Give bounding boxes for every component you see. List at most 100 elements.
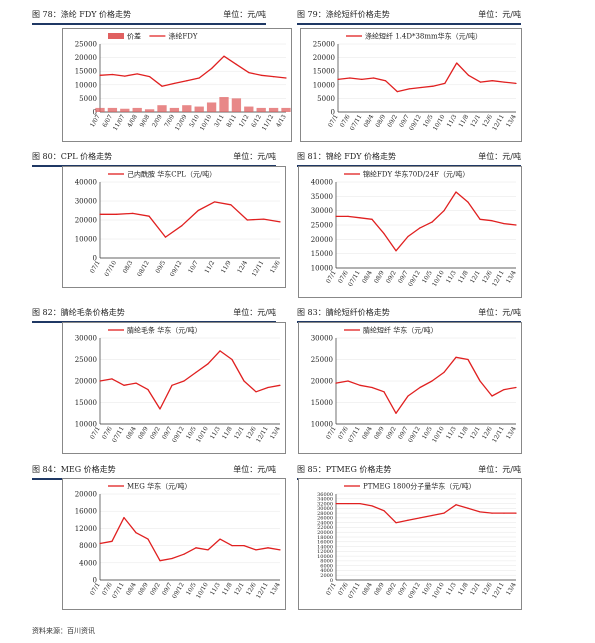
figure-caption-78: 图 78：涤纶 FDY 价格走势 单位：元/吨 [32, 8, 266, 25]
data-point [273, 76, 275, 78]
data-point [443, 371, 445, 373]
data-point [491, 512, 493, 514]
y-tick-label: 20000 [75, 54, 97, 62]
data-point [431, 380, 433, 382]
data-point [111, 540, 113, 542]
data-point [164, 236, 167, 238]
bar-mark [281, 107, 291, 112]
y-tick-label: 40000 [75, 178, 97, 186]
y-tick-label: 20000 [75, 490, 97, 498]
unit-label: 单位：元/吨 [223, 10, 266, 19]
data-point [195, 371, 197, 373]
data-point [371, 218, 373, 220]
unit-label: 单位：元/吨 [233, 308, 276, 317]
y-tick-label: 10000 [75, 420, 97, 428]
series-line [100, 201, 281, 238]
data-point [335, 382, 337, 384]
legend-label: PTMEG 1800分子量华东（元/吨） [363, 482, 476, 491]
figure-caption-81: 图 81：锦纶 FDY 价格走势 单位：元/吨 [297, 150, 521, 167]
y-tick-label: 35000 [311, 193, 333, 201]
y-tick-label: 34000 [317, 497, 333, 503]
data-point [235, 63, 237, 65]
data-point [219, 538, 221, 540]
data-point [337, 78, 339, 80]
caption-rule [297, 321, 521, 323]
data-point [335, 502, 337, 505]
unit-label: 单位：元/吨 [233, 465, 276, 474]
data-point [419, 227, 421, 229]
legend-label: 涤纶短纤 1.4D*38mm华东（元/吨） [365, 32, 482, 41]
figure-title: 图 83：腈纶短纤价格走势 [297, 308, 390, 317]
y-tick-label: 5000 [79, 95, 97, 103]
data-point [395, 522, 397, 524]
data-point [395, 250, 397, 252]
y-tick-label: 14000 [317, 544, 333, 550]
data-point [407, 395, 409, 397]
series-line [336, 502, 516, 524]
chart-panel-acrylic-staple: 30000 25000 20000 15000 10000 07/1 07/6 07/11 08… [298, 322, 522, 454]
data-point [515, 82, 517, 85]
legend-label: MEG 华东（元/吨） [127, 482, 191, 491]
y-tick-label: 16000 [317, 540, 333, 546]
y-tick-label: 15000 [311, 250, 333, 258]
data-point [243, 545, 245, 547]
data-point [467, 358, 469, 361]
caption-rule [32, 321, 276, 323]
y-tick-label: 10000 [317, 554, 333, 560]
data-point [211, 67, 213, 70]
y-tick-label: 4000 [320, 568, 333, 574]
figure-title: 图 84：MEG 价格走势 [32, 465, 116, 474]
y-tick-label: 10000 [313, 81, 335, 89]
figure-caption-79: 图 79：涤纶短纤价格走势 单位：元/吨 [297, 8, 521, 25]
y-tick-label: 30000 [75, 334, 97, 342]
bar-mark [132, 107, 142, 112]
bar-mark [206, 102, 217, 112]
data-point [267, 386, 269, 389]
data-point [99, 380, 101, 382]
y-tick-label: 32000 [317, 501, 333, 507]
chart-panel-cpl: 40000 30000 20000 10000 0 07/1 07/10 08/3 08/12 0… [62, 166, 286, 288]
data-point [171, 384, 173, 386]
y-tick-label: 20000 [313, 54, 335, 62]
data-point [347, 215, 349, 217]
data-point [149, 76, 151, 78]
y-tick-label: 16000 [75, 508, 97, 516]
data-point [181, 225, 183, 227]
legend-label: 腈纶短纤 华东（元/吨） [363, 326, 438, 335]
y-tick-label: 36000 [317, 492, 333, 498]
bar-mark [256, 107, 266, 112]
data-point [455, 191, 457, 193]
caption-rule [32, 165, 276, 167]
data-point [347, 380, 349, 382]
data-point [503, 81, 505, 83]
series-line [335, 356, 517, 414]
chart-panel-meg: 20000 16000 12000 8000 4000 0 07/1 07/6 07/11 08/… [62, 478, 286, 610]
y-tick-label: 20000 [75, 216, 97, 224]
y-tick-label: 25000 [75, 356, 97, 364]
unit-label: 单位：元/吨 [478, 308, 521, 317]
data-point [183, 553, 185, 555]
series-line [337, 62, 517, 93]
data-point [383, 391, 385, 393]
data-point [456, 62, 458, 64]
y-tick-label: 20000 [311, 236, 333, 244]
data-point [195, 547, 197, 549]
y-tick-label: 18000 [317, 535, 333, 541]
figure-caption-85: 图 85：PTMEG 价格走势 单位：元/吨 [297, 463, 521, 480]
y-tick-label: 8000 [320, 559, 333, 565]
data-point [359, 502, 361, 505]
figure-title: 图 82：腈纶毛条价格走势 [32, 308, 125, 317]
figure-caption-83: 图 83：腈纶短纤价格走势 单位：元/吨 [297, 306, 521, 323]
data-point [263, 218, 265, 220]
data-point [419, 517, 421, 519]
data-point [123, 384, 125, 386]
series-line [99, 516, 281, 562]
figure-title: 图 81：锦纶 FDY 价格走势 [297, 152, 397, 161]
y-tick-label: 12000 [75, 525, 97, 533]
data-point [361, 78, 363, 80]
data-point [279, 221, 281, 223]
